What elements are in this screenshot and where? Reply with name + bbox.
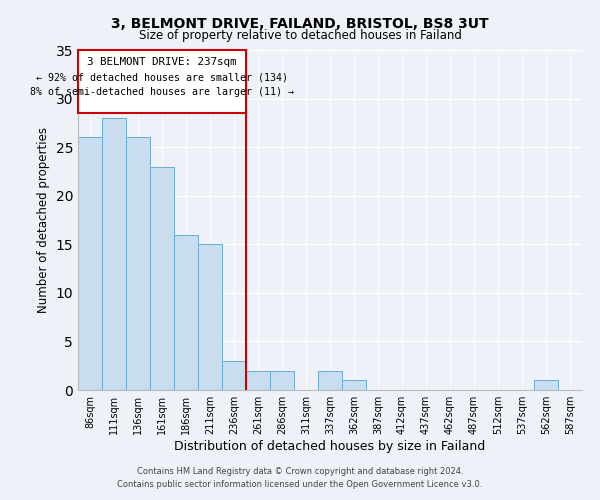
Bar bbox=[270, 370, 294, 390]
Bar bbox=[222, 361, 246, 390]
Text: Size of property relative to detached houses in Failand: Size of property relative to detached ho… bbox=[139, 29, 461, 42]
Bar bbox=[150, 166, 174, 390]
Bar bbox=[78, 50, 246, 113]
Bar bbox=[174, 234, 198, 390]
Y-axis label: Number of detached properties: Number of detached properties bbox=[37, 127, 50, 313]
Bar bbox=[198, 244, 222, 390]
Text: 3 BELMONT DRIVE: 237sqm: 3 BELMONT DRIVE: 237sqm bbox=[87, 57, 237, 67]
Bar bbox=[78, 138, 102, 390]
Bar bbox=[318, 370, 342, 390]
Bar bbox=[246, 370, 270, 390]
Text: ← 92% of detached houses are smaller (134): ← 92% of detached houses are smaller (13… bbox=[36, 72, 288, 83]
Text: 8% of semi-detached houses are larger (11) →: 8% of semi-detached houses are larger (1… bbox=[30, 87, 294, 97]
Bar bbox=[534, 380, 558, 390]
X-axis label: Distribution of detached houses by size in Failand: Distribution of detached houses by size … bbox=[175, 440, 485, 453]
Bar bbox=[342, 380, 366, 390]
Bar bbox=[102, 118, 126, 390]
Text: Contains HM Land Registry data © Crown copyright and database right 2024.
Contai: Contains HM Land Registry data © Crown c… bbox=[118, 468, 482, 489]
Bar bbox=[126, 138, 150, 390]
Text: 3, BELMONT DRIVE, FAILAND, BRISTOL, BS8 3UT: 3, BELMONT DRIVE, FAILAND, BRISTOL, BS8 … bbox=[111, 18, 489, 32]
